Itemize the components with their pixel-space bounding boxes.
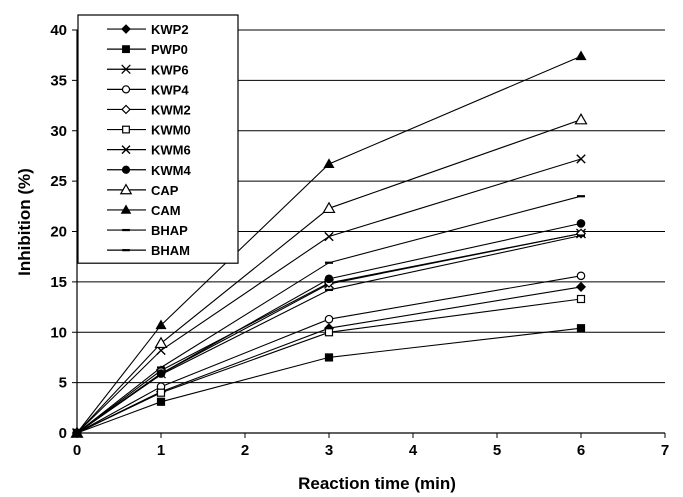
series-line-cam <box>76 55 582 434</box>
x-tick-label-6: 6 <box>577 442 585 459</box>
point-pwp0-1 <box>156 397 166 406</box>
series-line-cap <box>76 119 582 434</box>
point-kwm4-3 <box>324 274 334 284</box>
y-tick-label-0: 0 <box>59 425 67 442</box>
point-cam-3 <box>323 158 335 168</box>
legend-marker-kwp2 <box>121 24 131 34</box>
tick-labels: 0 5 10 15 20 25 30 35 40 0 1 2 3 4 5 6 7 <box>50 22 669 459</box>
y-tick-label-30: 30 <box>50 123 67 140</box>
legend-label-kwm0: KWM0 <box>151 123 191 138</box>
y-tick-label-35: 35 <box>50 72 67 89</box>
x-tick-label-5: 5 <box>493 442 501 459</box>
legend-marker-cap <box>119 183 133 195</box>
point-kwm6-6 <box>576 154 586 164</box>
legend: KWP2 PWP0 KWP6 KWP4 KWM2 KWM0 KWM6 KWM4 CAP CAM BH… <box>77 14 239 264</box>
legend-box <box>77 14 239 264</box>
legend-label-kwp6: KWP6 <box>151 62 189 77</box>
y-tick-label-40: 40 <box>50 22 67 39</box>
point-kwp4-3 <box>324 314 334 324</box>
series-line-kwm6 <box>76 158 582 434</box>
x-tick-label-0: 0 <box>73 442 81 459</box>
y-tick-label-20: 20 <box>50 224 67 241</box>
series-line-pwp0 <box>76 327 582 434</box>
y-tick-label-10: 10 <box>50 324 67 341</box>
legend-label-kwp2: KWP2 <box>151 22 189 37</box>
y-tick-label-25: 25 <box>50 173 67 190</box>
legend-marker-kwp4 <box>121 85 131 94</box>
x-tick-label-2: 2 <box>241 442 249 459</box>
y-tick-label-15: 15 <box>50 274 67 291</box>
series-lines <box>76 55 582 434</box>
series-line-bhap <box>76 195 582 434</box>
point-kwp2-6 <box>575 281 587 292</box>
legend-label-kwp4: KWP4 <box>151 82 189 97</box>
legend-label-cap: CAP <box>151 183 179 198</box>
point-cap-6 <box>574 112 588 125</box>
legend-label-pwp0: PWP0 <box>151 42 188 57</box>
point-kwm0-1 <box>156 388 166 397</box>
x-tick-label-7: 7 <box>661 442 669 459</box>
series-line-bham <box>76 234 582 434</box>
y-axis-label: Inhibition (%) <box>15 168 34 276</box>
legend-marker-cam <box>120 204 132 214</box>
point-kwp4-6 <box>576 271 586 281</box>
series-line-kwp4 <box>76 275 582 434</box>
legend-marker-kwm2 <box>121 104 131 115</box>
legend-label-cam: CAM <box>151 203 181 218</box>
legend-label-kwm2: KWM2 <box>151 102 191 117</box>
series-line-kwm0 <box>76 298 582 434</box>
legend-marker-pwp0 <box>122 45 130 54</box>
legend-label-bham: BHAM <box>151 243 190 258</box>
x-tick-label-3: 3 <box>325 442 333 459</box>
legend-marker-kwm0 <box>122 125 130 134</box>
point-pwp0-3 <box>324 353 334 362</box>
point-kwm4-6 <box>576 219 586 228</box>
legend-label-kwm6: KWM6 <box>151 143 191 158</box>
legend-marker-kwp6 <box>121 64 131 74</box>
axes <box>72 29 666 438</box>
legend-marker-kwm4 <box>121 165 131 174</box>
legend-label-kwm4: KWM4 <box>151 163 191 178</box>
point-cap-1 <box>154 336 168 349</box>
point-cam-1 <box>155 319 167 330</box>
point-kwm0-6 <box>576 294 586 304</box>
legend-marker-kwm6 <box>121 145 131 155</box>
point-kwm0-3 <box>324 328 334 337</box>
x-axis-label: Reaction time (min) <box>298 474 456 493</box>
point-cap-3 <box>322 201 336 214</box>
point-pwp0-6 <box>576 324 586 333</box>
x-tick-label-1: 1 <box>157 442 165 459</box>
point-cam-6 <box>575 50 587 61</box>
y-tick-label-5: 5 <box>59 375 67 392</box>
legend-label-bhap: BHAP <box>151 223 188 238</box>
point-kwm6-3 <box>324 231 334 242</box>
x-tick-label-4: 4 <box>409 442 418 459</box>
